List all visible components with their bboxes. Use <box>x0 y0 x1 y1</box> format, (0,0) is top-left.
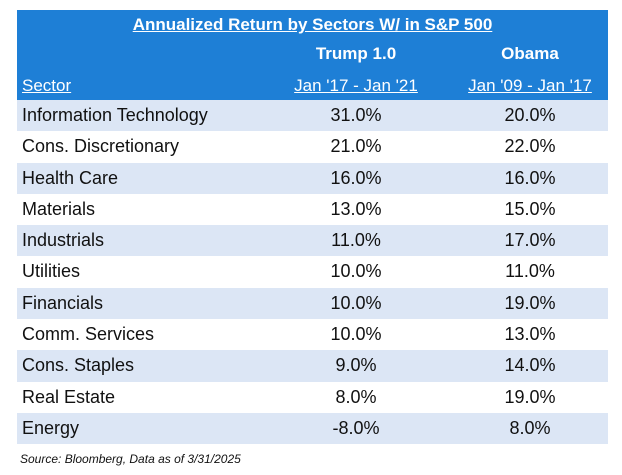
obama-return-cell: 14.0% <box>504 355 556 376</box>
table-header: Annualized Return by Sectors W/ in S&P 5… <box>17 10 608 100</box>
returns-table: Annualized Return by Sectors W/ in S&P 5… <box>17 10 608 445</box>
table-row: Information Technology 31.0% 20.0% <box>17 100 608 132</box>
trump-return-cell: 10.0% <box>330 261 382 282</box>
obama-return-cell: 17.0% <box>504 230 556 251</box>
obama-return-cell: 8.0% <box>509 417 551 438</box>
obama-return-cell: 19.0% <box>504 386 556 407</box>
table-row: Health Care 16.0% 16.0% <box>17 162 608 194</box>
sector-cell: Energy <box>22 417 80 438</box>
trump-date-range: Jan '17 - Jan '21 <box>294 76 418 95</box>
trump-return-cell: 11.0% <box>331 230 381 251</box>
trump-return-cell: 31.0% <box>330 105 382 125</box>
table-row: Materials 13.0% 15.0% <box>17 193 608 226</box>
trump-return-cell: 10.0% <box>330 324 382 345</box>
sector-cell: Financials <box>22 292 104 313</box>
sector-column-header: Sector <box>22 76 72 95</box>
obama-return-cell: 20.0% <box>504 105 556 125</box>
column-headers: Sector Trump 1.0 Jan '17 - Jan '21 Obama… <box>17 40 608 100</box>
trump-return-cell: 9.0% <box>335 355 377 376</box>
sector-cell: Comm. Services <box>22 324 155 345</box>
sector-cell: Health Care <box>22 167 119 188</box>
table-row: Comm. Services 10.0% 13.0% <box>17 319 608 351</box>
obama-return-cell: 16.0% <box>504 167 556 188</box>
trump-return-cell: 8.0% <box>335 386 377 407</box>
table-row: Financials 10.0% 19.0% <box>17 287 608 320</box>
table-row: Industrials 11.0% 17.0% <box>17 225 608 257</box>
table-row: Utilities 10.0% 11.0% <box>17 256 608 288</box>
table-row: Cons. Discretionary 21.0% 22.0% <box>17 131 608 163</box>
sector-cell: Cons. Staples <box>22 355 135 376</box>
table-row: Real Estate 8.0% 19.0% <box>17 381 608 413</box>
trump-return-cell: 16.0% <box>330 167 382 188</box>
sector-cell: Cons. Discretionary <box>22 136 180 157</box>
trump-return-cell: -8.0% <box>332 417 380 438</box>
obama-column-header: Obama <box>501 44 559 63</box>
trump-return-cell: 21.0% <box>330 136 382 157</box>
trump-return-cell: 13.0% <box>330 198 382 219</box>
obama-return-cell: 19.0% <box>504 292 556 313</box>
sector-cell: Industrials <box>22 230 105 251</box>
table-body: Information Technology 31.0% 20.0% Cons. Di… <box>17 100 608 445</box>
obama-return-cell: 22.0% <box>504 136 556 157</box>
trump-return-cell: 10.0% <box>330 292 382 313</box>
sector-cell: Materials <box>22 198 96 219</box>
obama-return-cell: 11.0% <box>505 261 555 282</box>
sector-cell: Information Technology <box>22 105 208 125</box>
source-note: Source: Bloomberg, Data as of 3/31/2025 <box>20 452 241 466</box>
trump-column-header: Trump 1.0 <box>315 44 397 63</box>
sector-cell: Real Estate <box>22 386 116 407</box>
obama-return-cell: 15.0% <box>504 198 556 219</box>
sector-cell: Utilities <box>22 261 81 282</box>
obama-date-range: Jan '09 - Jan '17 <box>468 76 592 95</box>
table-row: Energy -8.0% 8.0% <box>17 412 608 445</box>
table-row: Cons. Staples 9.0% 14.0% <box>17 350 608 382</box>
obama-return-cell: 13.0% <box>504 324 556 345</box>
table-title: Annualized Return by Sectors W/ in S&P 5… <box>132 15 493 34</box>
